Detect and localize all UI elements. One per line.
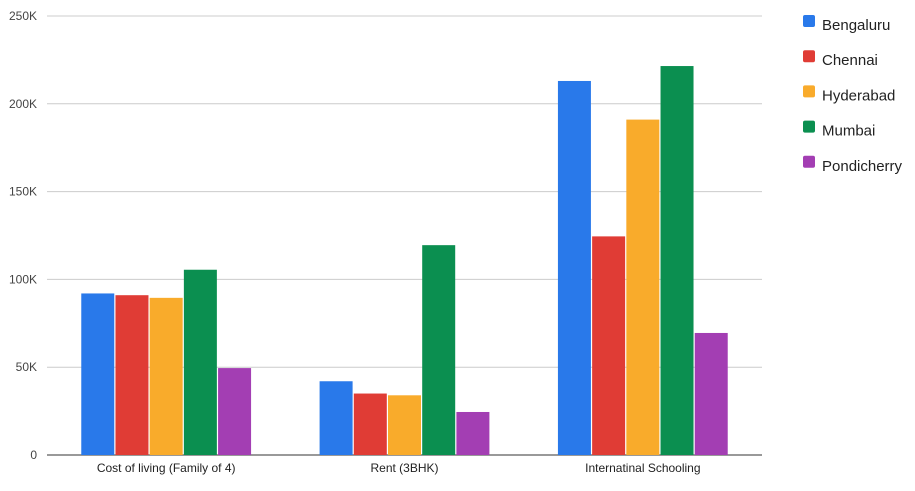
y-tick-label: 200K	[9, 97, 37, 111]
bar-hyderabad-0	[149, 297, 183, 455]
legend-swatch-pondicherry	[803, 155, 815, 168]
x-category-label: Rent (3BHK)	[370, 461, 438, 475]
legend-label-chennai: Chennai	[822, 52, 878, 69]
y-axis-tick-labels: 0 50K 100K 150K 200K 250K	[9, 9, 37, 462]
bar-pondicherry-2	[694, 332, 728, 455]
bar-chennai-1	[353, 393, 387, 455]
legend: Bengaluru Chennai Hyderabad Mumbai Pondicher…	[803, 15, 903, 175]
y-tick-label: 150K	[9, 185, 37, 199]
bar-bengaluru-0	[81, 293, 115, 455]
legend-label-pondicherry: Pondicherry	[822, 158, 903, 175]
legend-swatch-hyderabad	[803, 85, 815, 98]
bar-pondicherry-0	[218, 368, 252, 455]
y-tick-label: 250K	[9, 9, 37, 23]
bar-mumbai-0	[183, 269, 217, 455]
bar-bengaluru-2	[557, 80, 591, 455]
legend-label-hyderabad: Hyderabad	[822, 87, 895, 104]
bar-mumbai-1	[422, 245, 456, 455]
bar-chennai-0	[115, 295, 149, 455]
legend-swatch-mumbai	[803, 120, 815, 133]
x-category-label: Cost of living (Family of 4)	[97, 461, 236, 475]
bar-chennai-2	[592, 236, 626, 455]
x-axis-category-labels: Cost of living (Family of 4) Rent (3BHK) I…	[97, 461, 701, 475]
bar-hyderabad-2	[626, 119, 660, 455]
bar-bengaluru-1	[319, 381, 353, 455]
y-tick-label: 100K	[9, 272, 37, 286]
bars	[81, 66, 728, 456]
legend-swatch-chennai	[803, 50, 815, 63]
legend-swatch-bengaluru	[803, 15, 815, 27]
y-tick-label: 0	[30, 448, 37, 462]
legend-label-bengaluru: Bengaluru	[822, 17, 890, 34]
y-tick-label: 50K	[16, 360, 37, 374]
bar-mumbai-2	[660, 66, 694, 456]
x-category-label: Internatinal Schooling	[585, 461, 700, 475]
bar-hyderabad-1	[388, 395, 421, 455]
bar-pondicherry-1	[456, 411, 490, 455]
legend-label-mumbai: Mumbai	[822, 123, 875, 140]
